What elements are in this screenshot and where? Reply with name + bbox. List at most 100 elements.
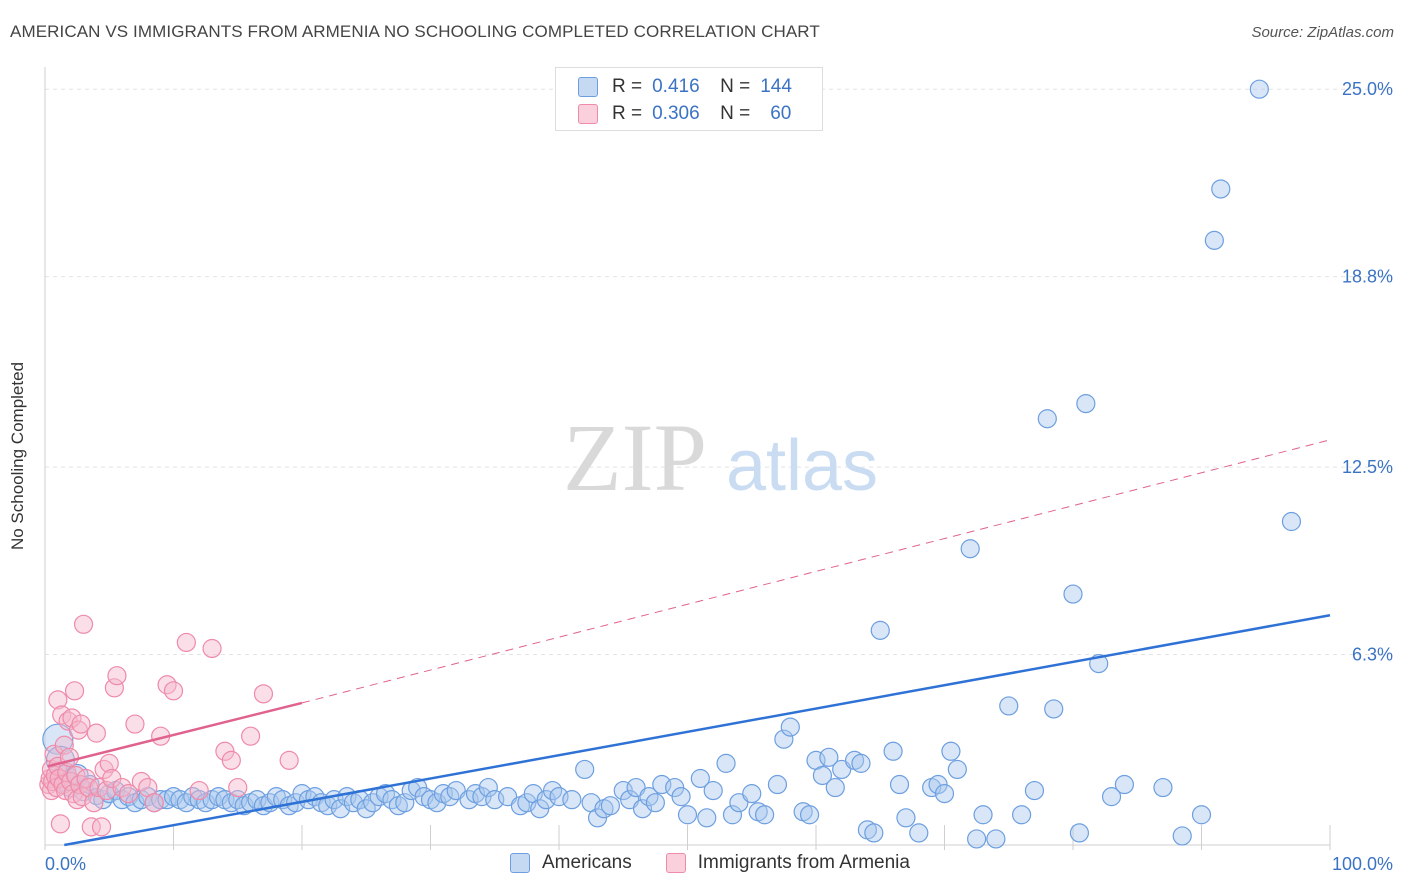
data-point-americans: [1037, 409, 1057, 429]
data-point-americans: [1024, 780, 1045, 801]
data-point-americans: [819, 747, 839, 767]
data-point-armenia: [253, 684, 274, 704]
watermark-zip: ZIP: [563, 404, 707, 511]
legend-n-label: N =: [720, 103, 751, 124]
data-point-americans: [870, 620, 890, 640]
data-point-armenia: [104, 678, 124, 698]
legend-r-value: 0.416: [652, 76, 700, 97]
legend-label-armenia: Immigrants from Armenia: [697, 852, 910, 873]
legend-n-label: N =: [720, 76, 751, 97]
y-tick-label: 12.5%: [1342, 457, 1393, 477]
data-point-armenia: [48, 690, 68, 710]
data-point-americans: [1204, 230, 1224, 250]
data-point-americans: [851, 753, 871, 773]
data-point-americans: [1076, 394, 1096, 414]
data-point-americans: [478, 777, 498, 798]
data-point-americans: [934, 784, 955, 804]
data-point-americans: [960, 539, 980, 559]
x-tick-label: 0.0%: [45, 854, 86, 874]
data-point-armenia: [99, 753, 119, 773]
data-point-armenia: [84, 793, 104, 813]
data-point-armenia: [163, 681, 184, 701]
y-tick-label: 18.8%: [1342, 267, 1393, 287]
data-point-americans: [600, 796, 621, 816]
source-attribution: Source: ZipAtlas.com: [1251, 24, 1394, 41]
trendlines: [47, 439, 1331, 847]
data-point-americans: [947, 759, 967, 780]
data-point-americans: [799, 805, 820, 825]
data-point-americans: [575, 759, 595, 780]
data-point-armenia: [279, 750, 299, 770]
data-point-americans: [645, 793, 665, 813]
watermark: ZIP atlas: [563, 404, 878, 511]
data-point-americans: [1044, 699, 1064, 719]
data-point-armenia: [107, 666, 127, 686]
legend-r-label: R =: [612, 76, 643, 97]
legend-swatch-americans: [578, 77, 598, 97]
data-point-armenia: [50, 814, 71, 834]
data-point-americans: [812, 765, 833, 786]
data-point-americans: [909, 823, 929, 843]
data-point-americans: [690, 768, 710, 789]
data-point-americans: [754, 805, 775, 825]
data-point-armenia: [118, 784, 139, 804]
data-point-armenia: [73, 614, 94, 634]
data-point-americans: [999, 696, 1019, 716]
trendline-armenia: [301, 439, 1331, 704]
y-tick-labels: 6.3% 12.5% 18.8% 25.0%: [1342, 79, 1393, 664]
legend-series: Americans Immigrants from Armenia: [510, 852, 944, 874]
watermark-atlas: atlas: [726, 426, 878, 506]
data-point-americans: [1114, 774, 1135, 795]
data-point-americans: [703, 780, 723, 801]
data-point-armenia: [241, 726, 261, 746]
data-point-americans: [973, 805, 993, 825]
data-point-americans: [1249, 79, 1269, 99]
data-point-armenia: [71, 714, 91, 734]
legend-r-label: R =: [612, 103, 643, 124]
data-point-americans: [889, 774, 910, 795]
data-point-americans: [697, 808, 717, 828]
data-point-americans: [677, 805, 698, 825]
data-point-armenia: [97, 780, 117, 801]
trendline-americans: [64, 614, 1331, 847]
legend-swatch-armenia: [578, 104, 598, 124]
data-point-americans: [1153, 777, 1173, 798]
data-point-armenia: [81, 817, 101, 837]
legend-label-americans: Americans: [542, 852, 632, 873]
legend-row-armenia: R = 0.306 N = 60: [578, 102, 791, 126]
data-point-americans: [825, 777, 845, 798]
data-point-americans: [1211, 179, 1231, 199]
data-point-americans: [767, 774, 788, 795]
data-point-americans: [671, 787, 691, 807]
data-point-armenia: [64, 681, 85, 701]
data-point-armenia: [91, 817, 112, 837]
legend-swatch-armenia: [665, 853, 686, 873]
legend-stats: R = 0.416 N = 144 R = 0.306 N = 60: [555, 67, 823, 131]
data-point-americans: [1191, 805, 1212, 825]
y-axis-label: No Schooling Completed: [8, 361, 27, 551]
data-point-americans: [1063, 584, 1083, 604]
data-point-armenia: [86, 723, 107, 743]
legend-item-armenia: Immigrants from Armenia: [665, 852, 910, 874]
data-point-americans: [1172, 826, 1192, 846]
data-point-armenia: [228, 777, 248, 798]
data-point-americans: [722, 805, 743, 825]
data-point-armenia: [221, 750, 241, 770]
data-point-armenia: [144, 793, 164, 813]
data-point-armenia: [176, 632, 196, 653]
data-point-americans: [774, 729, 794, 749]
data-point-americans: [395, 793, 415, 813]
data-point-armenia: [54, 735, 74, 755]
data-point-americans: [941, 741, 961, 761]
data-point-americans: [742, 784, 762, 804]
data-point-americans: [1281, 511, 1302, 532]
data-point-americans: [1069, 823, 1090, 843]
data-point-americans: [780, 717, 800, 737]
data-point-americans: [864, 823, 884, 843]
y-tick-label: 6.3%: [1352, 645, 1393, 665]
series-armenia: [39, 614, 299, 837]
legend-row-americans: R = 0.416 N = 144: [578, 75, 792, 99]
x-tick-label: 100.0%: [1332, 854, 1393, 874]
legend-n-value: 60: [770, 103, 792, 124]
